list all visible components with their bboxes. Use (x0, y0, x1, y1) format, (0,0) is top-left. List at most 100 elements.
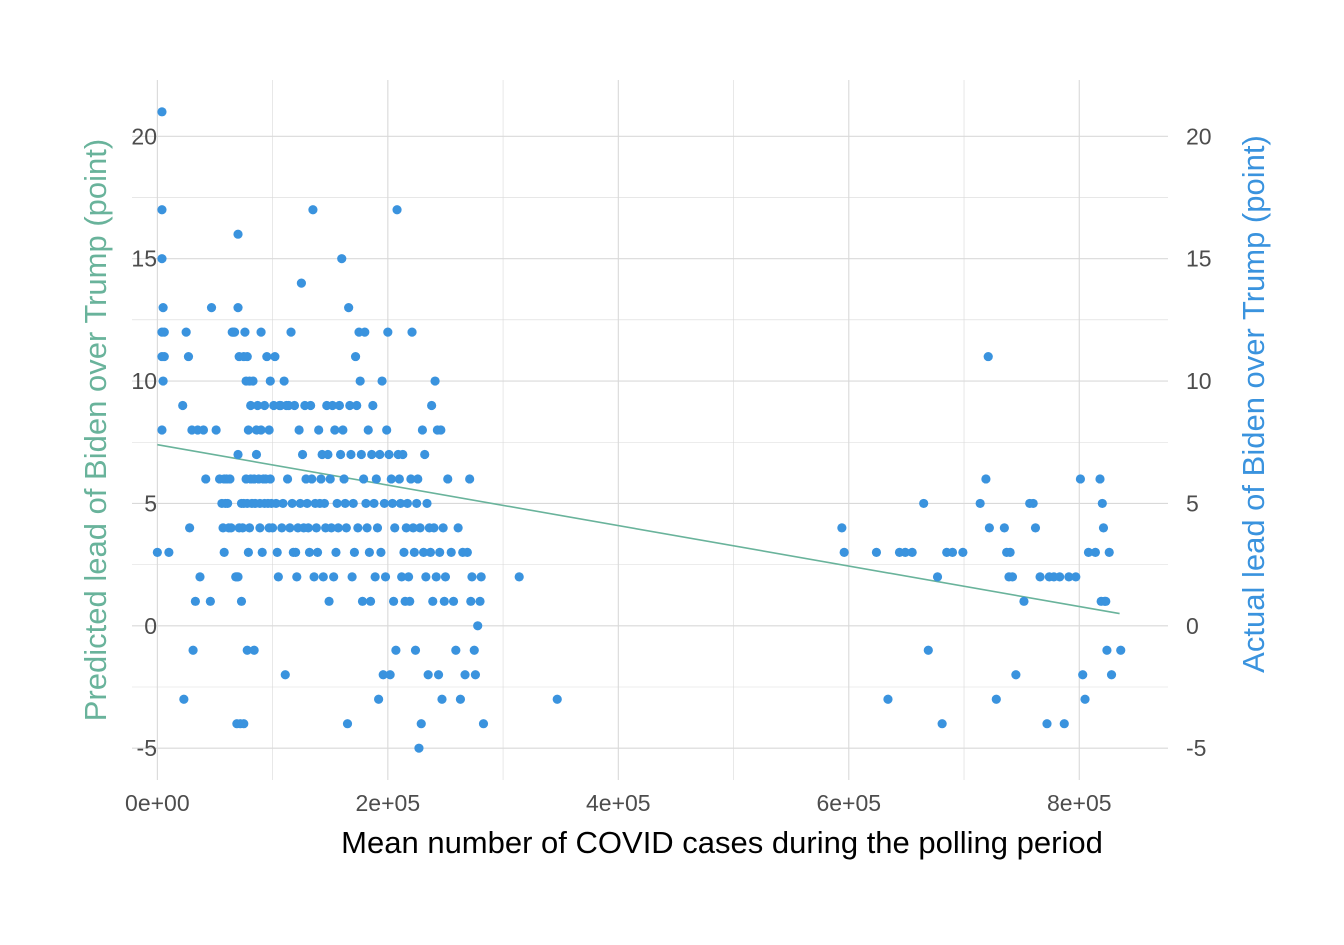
data-point (1075, 474, 1086, 484)
data-point (340, 498, 350, 509)
data-point (382, 425, 392, 435)
data-point (975, 498, 985, 509)
data-point (1083, 547, 1094, 557)
data-point (225, 474, 235, 484)
data-point (308, 205, 318, 215)
x-axis-title: Mean number of COVID cases during the po… (341, 825, 1103, 860)
data-point (190, 596, 200, 606)
data-point (1035, 572, 1045, 582)
data-point (900, 547, 910, 557)
data-point (179, 694, 189, 704)
data-point (395, 498, 406, 509)
x-tick-label: 4e+05 (586, 790, 651, 816)
right-y-tick-label: 20 (1186, 123, 1212, 149)
data-point (390, 523, 400, 533)
data-point (418, 547, 429, 557)
data-point (159, 327, 169, 337)
data-point (446, 547, 456, 557)
data-point (375, 449, 385, 460)
data-point (312, 547, 323, 557)
data-point (244, 523, 255, 533)
predicted-trend-line (157, 443, 1120, 615)
data-point (883, 694, 893, 704)
x-tick-label: 2e+05 (356, 790, 421, 816)
data-point (436, 425, 446, 435)
data-point (478, 719, 489, 729)
data-point (331, 547, 341, 557)
data-point (981, 474, 991, 484)
data-point (158, 376, 168, 386)
data-point (248, 376, 258, 386)
right-y-tick-label: 10 (1186, 368, 1212, 394)
data-point (475, 596, 485, 606)
data-point (1055, 572, 1065, 582)
data-point (243, 425, 253, 435)
data-point (335, 449, 346, 460)
data-point (1005, 547, 1015, 557)
data-point (370, 572, 380, 582)
data-point (410, 645, 421, 655)
data-point (233, 572, 243, 582)
data-point (409, 547, 419, 557)
data-point (392, 205, 402, 215)
data-point (413, 474, 423, 484)
data-point (431, 572, 441, 582)
data-point (407, 327, 417, 337)
data-point (287, 498, 297, 509)
data-point (412, 498, 422, 509)
data-point (249, 645, 259, 655)
data-point (356, 449, 366, 460)
data-point (291, 547, 301, 557)
x-tick-label: 8e+05 (1047, 790, 1112, 816)
data-point (476, 572, 486, 582)
data-point (233, 303, 243, 313)
left-y-tick-label: 0 (144, 613, 157, 639)
data-point (1042, 719, 1052, 729)
data-point (383, 327, 393, 337)
data-point (333, 523, 343, 533)
data-point (361, 498, 371, 509)
data-point (1095, 474, 1105, 484)
data-point (345, 400, 355, 411)
left-y-tick-label: 5 (144, 490, 157, 516)
data-point (285, 523, 295, 533)
data-point (294, 425, 304, 435)
data-point (195, 572, 205, 582)
data-point (947, 547, 958, 557)
data-point (239, 719, 249, 729)
data-point (428, 596, 438, 606)
data-point (1102, 645, 1112, 655)
data-point (337, 254, 347, 264)
data-point (443, 474, 453, 484)
data-point (367, 449, 377, 460)
data-point (402, 498, 413, 509)
data-point (514, 572, 524, 582)
data-point (273, 572, 283, 582)
data-point (386, 474, 396, 484)
data-point (236, 596, 247, 606)
data-point (871, 547, 882, 557)
data-point (1071, 572, 1081, 582)
data-point (306, 400, 316, 411)
data-point (280, 670, 290, 680)
data-point (255, 523, 265, 533)
data-point (347, 572, 357, 582)
left-y-tick-label: 20 (131, 123, 157, 149)
data-point (319, 498, 330, 509)
data-point (423, 670, 433, 680)
data-point (1097, 498, 1107, 509)
data-point (439, 596, 449, 606)
data-point (349, 547, 360, 557)
data-point (394, 474, 404, 484)
data-point (238, 523, 248, 533)
data-point (369, 498, 379, 509)
data-point (352, 400, 362, 411)
data-point (307, 474, 317, 484)
data-point (405, 596, 415, 606)
data-point (277, 523, 287, 533)
points-layer (152, 107, 1126, 753)
data-point (246, 400, 256, 411)
data-point (430, 376, 440, 386)
right-y-tick-label: 15 (1186, 246, 1212, 272)
